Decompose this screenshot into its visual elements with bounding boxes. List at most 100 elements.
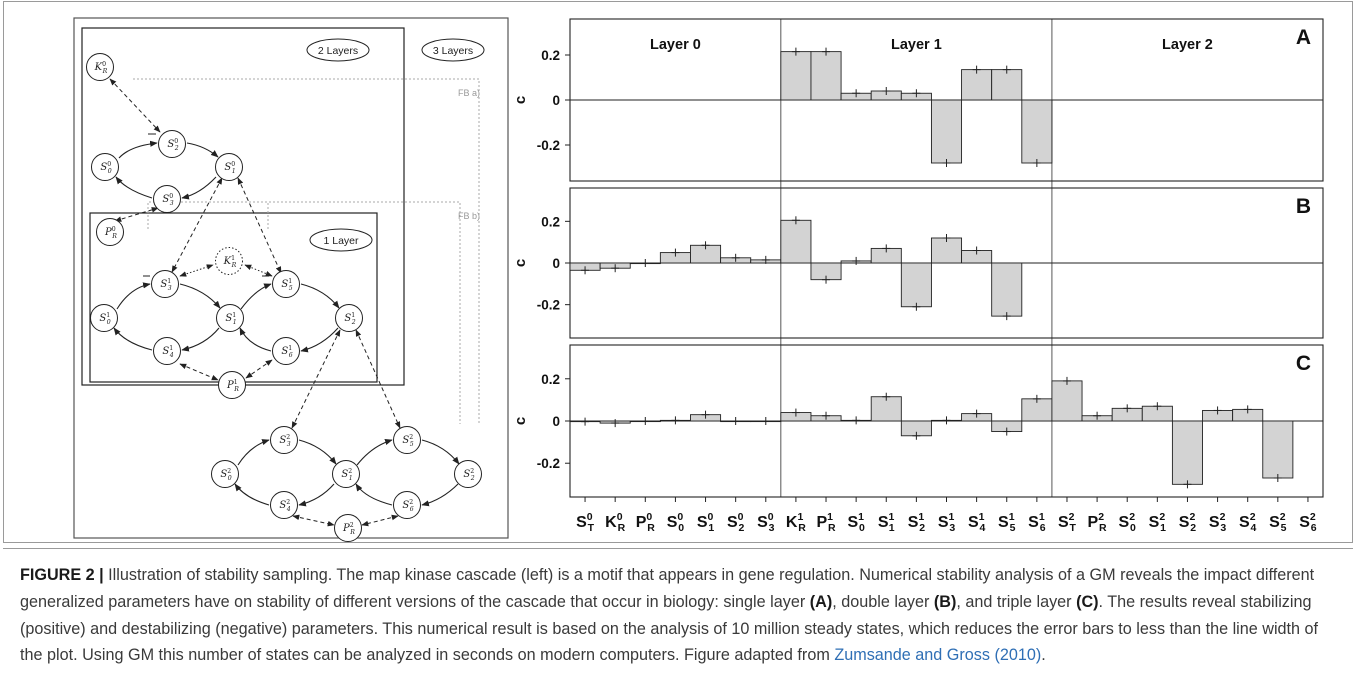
xtick-label-21: S2 3 [1209,511,1227,534]
caption-divider [3,548,1353,549]
section-label-0: Layer 0 [650,37,701,53]
feedback-label-b: FB b) [458,211,480,221]
catalysis-arrow-0 [109,78,161,133]
xtick-label-20: S2 2 [1179,511,1197,534]
node-S24-circle [270,491,298,519]
panel-B-ylabel: c [512,259,529,267]
node-S23-circle [270,426,298,454]
node-S03-label: S0 3 [162,193,173,207]
node-S10-label: S1 0 [99,312,110,326]
panel-B-letter: B [1296,195,1311,218]
diagram-edges [109,78,460,527]
section-label-1: Layer 1 [891,37,942,53]
xtick-label-18: S2 0 [1119,511,1137,534]
reaction-arrow-4 [116,282,151,310]
panel-A-bar-14 [991,69,1023,101]
node-KR1-label: K1 R [223,255,237,269]
reaction-arrow-11 [239,327,272,352]
panel-C-bar-23 [1262,420,1294,479]
node-PR0-circle [96,218,124,246]
panel-C-bar-20 [1171,420,1203,485]
figure-svg: 2 Layers 3 Layers 1 Layer FB a) FB b) K0 R S0 2 S… [73,17,1324,542]
node-S25-circle [393,426,421,454]
node-S10-circle [90,304,118,332]
panel-C-ylabel: c [512,417,529,425]
node-S24-label: S2 4 [279,499,290,513]
feedback-line-a [133,78,480,424]
xtick-label-14: S1 5 [998,511,1016,534]
xtick-label-11: S1 2 [908,511,926,534]
caption-citation-link[interactable]: Zumsande and Gross (2010) [834,646,1042,665]
node-S23-label: S2 3 [279,434,290,448]
node-S00-circle [91,153,119,181]
xtick-label-3: S0 0 [667,511,685,534]
caption-ref-b: (B) [933,592,957,611]
catalysis-arrow-1 [114,207,159,222]
reaction-arrow-17 [421,439,460,465]
2-layers-label-oval [306,38,370,62]
reaction-arrow-3 [115,176,153,199]
xtick-label-17: P2 R [1088,511,1108,534]
catalysis-arrow-9 [361,514,399,527]
xtick-label-4: S0 1 [697,511,715,534]
node-PR1-label: P1 R [226,379,239,393]
panel-A-bar-7 [780,51,812,101]
catalysis-arrow-kr1-b [244,264,273,277]
reaction-arrow-16 [356,439,393,466]
reaction-arrow-7 [113,327,153,351]
1-layer-label-oval [309,228,373,252]
bar-chart: Layer 0 Layer 1 Layer 2 0.2 0 -0.2 c A 0.2 0 -0.2 c… [512,18,1324,534]
node-S13-label: S1 3 [160,278,171,292]
caption-ref-c: (C) [1076,592,1099,611]
xtick-label-16: S2 T [1058,511,1077,534]
node-S11-label: S1 1 [225,312,236,326]
xtick-label-15: S1 6 [1028,511,1046,534]
panel-C-bar-16 [1051,380,1083,422]
panel-A-ylabel: c [512,96,529,104]
figure: 2 Layers 3 Layers 1 Layer FB a) FB b) K0 R S0 2 S… [3,1,1353,543]
xtick-label-8: P1 R [816,511,836,534]
caption-ref-a: (A) [809,592,833,611]
node-S26-circle [393,491,421,519]
xtick-label-10: S1 1 [878,511,895,534]
reaction-arrow-1 [186,142,219,158]
node-S20-label: S2 0 [220,468,231,482]
node-S22-label: S2 2 [463,468,474,482]
reaction-arrow-15 [234,483,270,506]
node-S01-circle [215,153,243,181]
xtick-label-2: P0 R [636,511,656,534]
box-3-layers [73,17,509,539]
catalysis-arrow-7 [355,329,401,429]
panel-C-ytick-label-0: 0.2 [541,372,560,387]
node-KR0-label: K0 R [94,61,108,75]
node-S00-label: S0 0 [100,161,111,175]
panel-A-bar-12 [930,99,963,164]
catalysis-arrow-3 [237,177,282,274]
node-PR2-circle [334,514,362,542]
catalysis-arrow-2 [171,177,223,273]
node-KR1-circle [215,247,243,275]
xtick-label-7: K1 R [786,511,806,534]
xtick-label-5: S0 2 [727,511,745,534]
node-S11-circle [216,304,244,332]
xtick-label-0: S0 T [576,511,595,534]
node-S02-circle [158,130,186,158]
section-label-2: Layer 2 [1162,37,1213,53]
reaction-arrow-12 [237,439,270,466]
caption-text-3: , and triple layer [956,592,1077,611]
3-layers-label: 3 Layers [433,45,473,57]
panel-A-ytick-label-1: 0 [552,93,560,108]
node-S22-circle [454,460,482,488]
feedback-label-a: FB a) [458,88,480,98]
panel-A-bar-13 [961,69,993,101]
node-S21-label: S2 1 [341,468,352,482]
figure-frame [3,1,1353,543]
node-S02-label: S0 2 [167,138,178,152]
reaction-arrow-0 [118,140,158,159]
panel-B-ytick-label-2: -0.2 [537,298,560,313]
node-S26-label: S2 6 [402,499,413,513]
reaction-arrow-18 [421,483,459,507]
node-PR0-label: P0 R [104,226,117,240]
panel-B-bar-7 [780,219,812,264]
panel-C-bar-10 [870,396,902,422]
